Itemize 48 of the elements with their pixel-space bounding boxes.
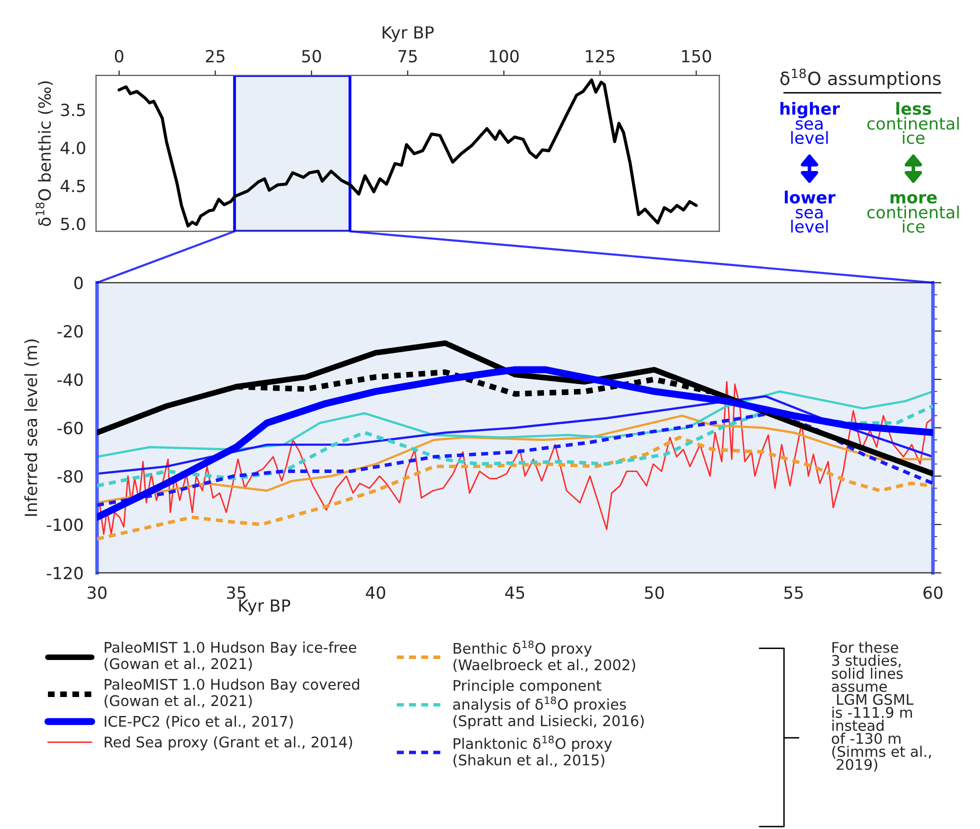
legend-label: Planktonic δ$^{18}$O proxy (Shakun et al., 2015): [454, 736, 612, 768]
legend-label: PaleoMIST 1.0 Hudson Bay covered (Gowan et al., 2021): [104, 678, 360, 708]
legend-label: Principle component analysis of δ$^{18}$O proxies (Spratt and Lisiecki, 2016): [453, 680, 644, 730]
y-axis-title: Inferred sea level (m): [24, 340, 40, 516]
x-tick-label: 55: [784, 586, 803, 599]
y-tick-label: 4.5: [60, 180, 85, 192]
y-axis-title: δ$^{18}$O benthic (‰): [36, 81, 53, 226]
text: lower sea level: [784, 190, 836, 233]
x-tick-label: 50: [644, 586, 664, 599]
y-tick-label: -60: [57, 422, 83, 434]
text: δ$^{18}$O assumptions: [780, 68, 941, 89]
x-tick-label: 0: [114, 50, 124, 62]
x-tick-label: 40: [366, 586, 386, 599]
legend-label: Red Sea proxy (Grant et al., 2014): [104, 736, 352, 750]
line-series: [118, 78, 698, 228]
x-tick-label: 25: [206, 50, 224, 62]
y-tick-label: -80: [57, 470, 83, 483]
line-series: [99, 381, 933, 535]
y-tick-label: 3.5: [61, 104, 85, 116]
x-tick-label: 75: [398, 50, 417, 62]
x-axis-title: Kyr BP: [239, 599, 290, 616]
x-tick-label: 35: [227, 586, 246, 599]
x-tick-label: 45: [505, 586, 524, 599]
text: less continental ice: [867, 102, 959, 144]
y-tick-label: 0: [74, 276, 83, 290]
x-tick-label: 30: [88, 586, 107, 599]
line-series: [97, 390, 933, 458]
text: more continental ice: [867, 194, 959, 233]
x-tick-label: 150: [682, 50, 712, 62]
text: higher sea level: [780, 102, 840, 144]
line-series: [97, 404, 933, 488]
x-tick-label: 60: [924, 586, 942, 599]
legend-label: PaleoMIST 1.0 Hudson Bay ice-free (Gowan et al., 2021): [104, 642, 356, 671]
x-axis-title: Kyr BP: [382, 26, 434, 42]
legend-label: ICE-PC2 (Pico et al., 2017): [104, 716, 293, 729]
x-tick-label: 125: [586, 50, 614, 62]
x-tick-label: 50: [302, 50, 321, 62]
y-tick-label: -40: [57, 373, 83, 386]
y-tick-label: 5.0: [61, 218, 86, 230]
y-tick-label: -100: [46, 518, 83, 532]
legend-label: Benthic δ$^{18}$O proxy (Waelbroeck et al., 2002): [454, 640, 636, 672]
text: For these 3 studies, solid lines assume LGM GSML is -111.9 m instead of -130 m (Simms et al., 2019): [832, 642, 931, 772]
y-tick-label: 4.0: [60, 142, 86, 154]
y-tick-label: -20: [57, 325, 83, 338]
y-tick-label: -120: [46, 566, 83, 580]
x-tick-label: 100: [490, 50, 519, 62]
line-series: [97, 395, 933, 475]
line-series: [97, 436, 933, 541]
